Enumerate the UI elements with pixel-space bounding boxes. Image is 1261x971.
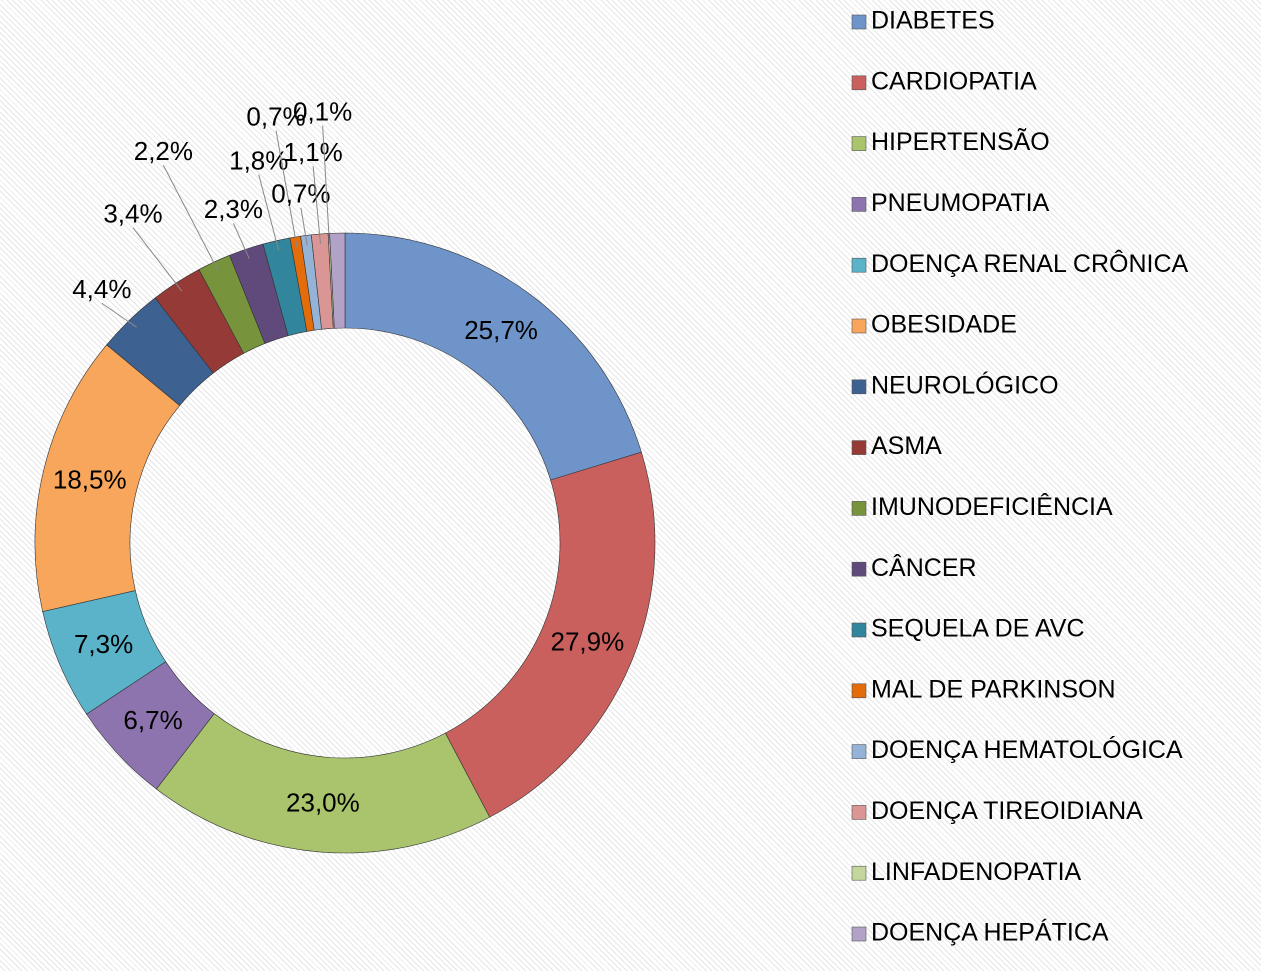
- leader-line: [312, 166, 321, 245]
- legend-label: NEUROLÓGICO: [871, 370, 1059, 399]
- legend-swatch: [851, 136, 867, 151]
- leader-line: [275, 130, 298, 247]
- legend-swatch: [851, 865, 867, 881]
- value-label: 25,7%: [464, 315, 538, 345]
- value-label: 3,4%: [103, 199, 162, 229]
- donut-slice: [155, 713, 491, 854]
- legend-swatch: [851, 501, 867, 516]
- legend-label: DOENÇA RENAL CRÔNICA: [871, 249, 1189, 278]
- legend-swatch: [851, 622, 867, 638]
- legend-swatch: [851, 561, 867, 577]
- legend-label: MAL DE PARKINSON: [871, 675, 1116, 703]
- leader-line: [132, 227, 183, 292]
- donut-slice: [344, 232, 642, 481]
- donut-slice: [444, 451, 656, 818]
- legend-label: DOENÇA HEMATOLÓGICA: [871, 735, 1183, 764]
- legend-swatch: [851, 683, 867, 699]
- legend-swatch: [851, 257, 867, 273]
- legend-label: HIPERTENSÃO: [871, 127, 1050, 156]
- legend-swatch: [851, 805, 867, 820]
- value-label: 6,7%: [123, 705, 182, 735]
- value-label: 1,8%: [229, 146, 288, 176]
- legend-swatch: [851, 379, 867, 395]
- legend-label: CÂNCER: [871, 553, 977, 582]
- value-label: 2,3%: [204, 194, 263, 224]
- leader-line: [258, 174, 280, 251]
- donut-slice: [329, 232, 346, 329]
- value-label: 18,5%: [53, 465, 127, 495]
- legend-swatch: [851, 744, 867, 759]
- leader-line: [101, 302, 137, 328]
- legend-label: LINFADENOPATIA: [871, 858, 1082, 886]
- value-label: 7,3%: [74, 629, 133, 659]
- legend-swatch: [851, 926, 867, 942]
- legend-label: CARDIOPATIA: [871, 67, 1037, 95]
- legend-swatch: [851, 75, 867, 91]
- legend-label: PNEUMOPATIA: [871, 189, 1050, 217]
- legend-label: OBESIDADE: [871, 311, 1017, 339]
- leader-line: [162, 165, 219, 272]
- legend-label: IMUNODEFICIÊNCIA: [871, 492, 1113, 521]
- legend-swatch: [851, 14, 867, 30]
- value-label: 1,1%: [284, 137, 343, 167]
- leader-line: [300, 207, 308, 246]
- legend-swatch: [851, 318, 867, 334]
- value-label: 0,7%: [246, 101, 305, 131]
- legend-label: DOENÇA TIREOIDIANA: [871, 797, 1143, 825]
- value-label: 23,0%: [286, 787, 360, 817]
- legend-swatch: [851, 197, 867, 212]
- value-label: 4,4%: [72, 274, 131, 304]
- leader-line: [232, 223, 250, 259]
- value-label: 2,2%: [134, 136, 193, 166]
- legend: DIABETES CARDIOPATIA HIPERTENSÃO PNEUMOPATI…: [851, 7, 1189, 947]
- legend-swatch: [851, 440, 867, 455]
- leader-line: [322, 125, 330, 244]
- value-label: 0,7%: [271, 179, 330, 209]
- legend-label: DOENÇA HEPÁTICA: [871, 918, 1109, 947]
- value-label: 0,1%: [293, 96, 352, 126]
- legend-label: SEQUELA DE AVC: [871, 615, 1085, 643]
- legend-label: DIABETES: [871, 7, 995, 35]
- value-label: 27,9%: [551, 627, 625, 657]
- legend-label: ASMA: [871, 432, 942, 460]
